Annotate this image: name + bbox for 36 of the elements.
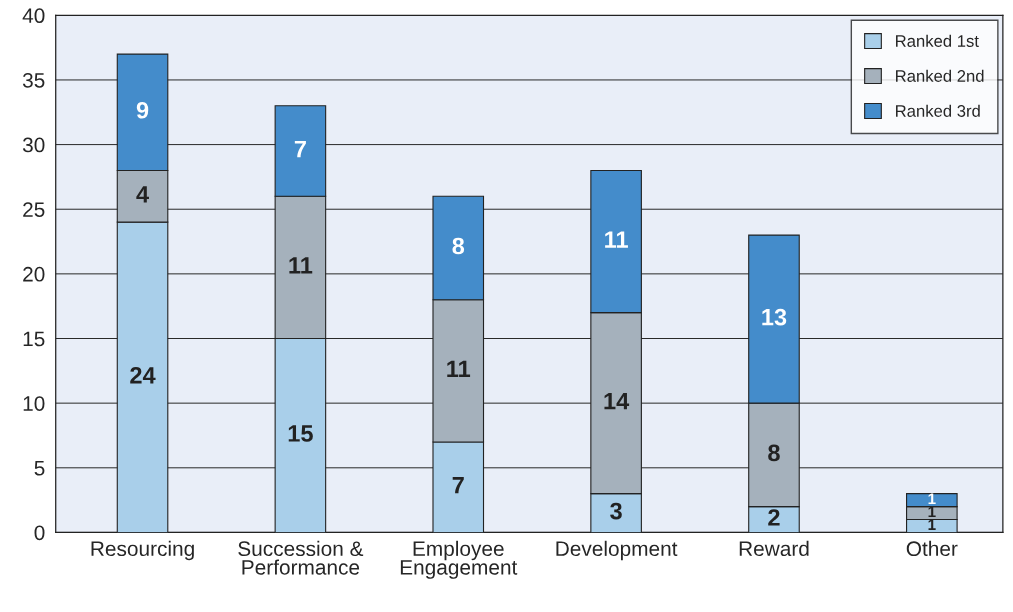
y-tick-label: 10 <box>23 396 45 411</box>
data-label: 1 <box>928 506 936 517</box>
data-label: 8 <box>452 237 465 255</box>
y-tick-label: 40 <box>22 8 45 24</box>
x-tick-label: Succession & Performance <box>238 540 364 575</box>
data-label: 3 <box>610 502 622 520</box>
data-label: 7 <box>452 477 464 494</box>
y-tick-label: 25 <box>23 202 45 217</box>
y-tick-label: 35 <box>22 72 45 88</box>
x-tick-label: Development <box>556 540 678 561</box>
y-tick-label: 0 <box>34 525 45 541</box>
data-label: 15 <box>288 425 313 442</box>
legend-label: Ranked 2nd <box>896 69 984 82</box>
data-label: 4 <box>136 186 149 203</box>
y-tick-label: 5 <box>34 461 45 476</box>
y-tick-label: 30 <box>22 137 45 153</box>
legend-label: Ranked 3rd <box>896 104 980 117</box>
data-label: 24 <box>130 366 156 384</box>
data-label: 11 <box>605 231 628 248</box>
data-label: 1 <box>928 519 936 530</box>
data-label: 14 <box>604 393 630 410</box>
y-tick-label: 20 <box>23 266 45 282</box>
data-label: 13 <box>762 308 787 326</box>
legend-label: Ranked 1st <box>896 34 979 47</box>
data-label: 7 <box>294 140 306 158</box>
data-label: 2 <box>768 509 780 526</box>
y-tick-label: 15 <box>23 331 45 347</box>
data-label: 11 <box>447 360 471 377</box>
x-tick-label: Employee Engagement <box>400 540 518 579</box>
x-tick-label: Other <box>906 540 958 557</box>
x-tick-label: Reward <box>739 540 809 557</box>
x-tick-label: Resourcing <box>91 540 194 561</box>
data-label: 1 <box>928 493 936 505</box>
data-label: 9 <box>136 101 149 119</box>
data-label: 8 <box>768 444 780 462</box>
data-label: 11 <box>289 257 313 274</box>
